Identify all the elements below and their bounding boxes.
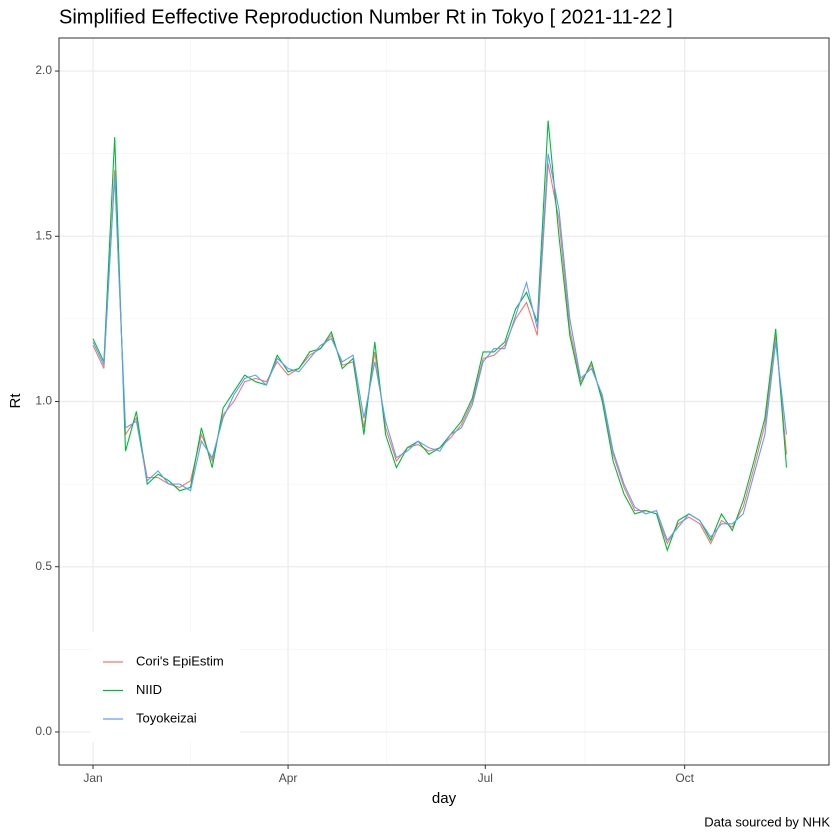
- y-tick-label: 0.0: [35, 724, 52, 738]
- panel-border: [58, 37, 830, 766]
- x-tick-label: Oct: [675, 771, 694, 785]
- y-tick-label: 0.5: [35, 559, 52, 573]
- x-axis-label: day: [432, 790, 457, 807]
- legend-label: NIID: [136, 682, 162, 697]
- legend-label: Toyokeizai: [136, 710, 197, 725]
- legend-label: Cori's EpiEstim: [136, 653, 224, 668]
- y-tick-label: 1.0: [35, 394, 52, 408]
- series-line: [92, 120, 788, 552]
- x-tick-label: Jul: [478, 771, 493, 785]
- chart-title: Simplified Eeffective Reproduction Numbe…: [59, 6, 673, 28]
- y-axis-label: Rt: [7, 393, 24, 409]
- y-tick-label: 2.0: [35, 63, 52, 77]
- legend-box: [90, 632, 240, 742]
- x-tick-label: Jan: [83, 771, 102, 785]
- y-tick-label: 1.5: [35, 228, 52, 242]
- caption: Data sourced by NHK: [704, 814, 830, 829]
- series-line: [92, 153, 788, 542]
- x-tick-label: Apr: [279, 771, 298, 785]
